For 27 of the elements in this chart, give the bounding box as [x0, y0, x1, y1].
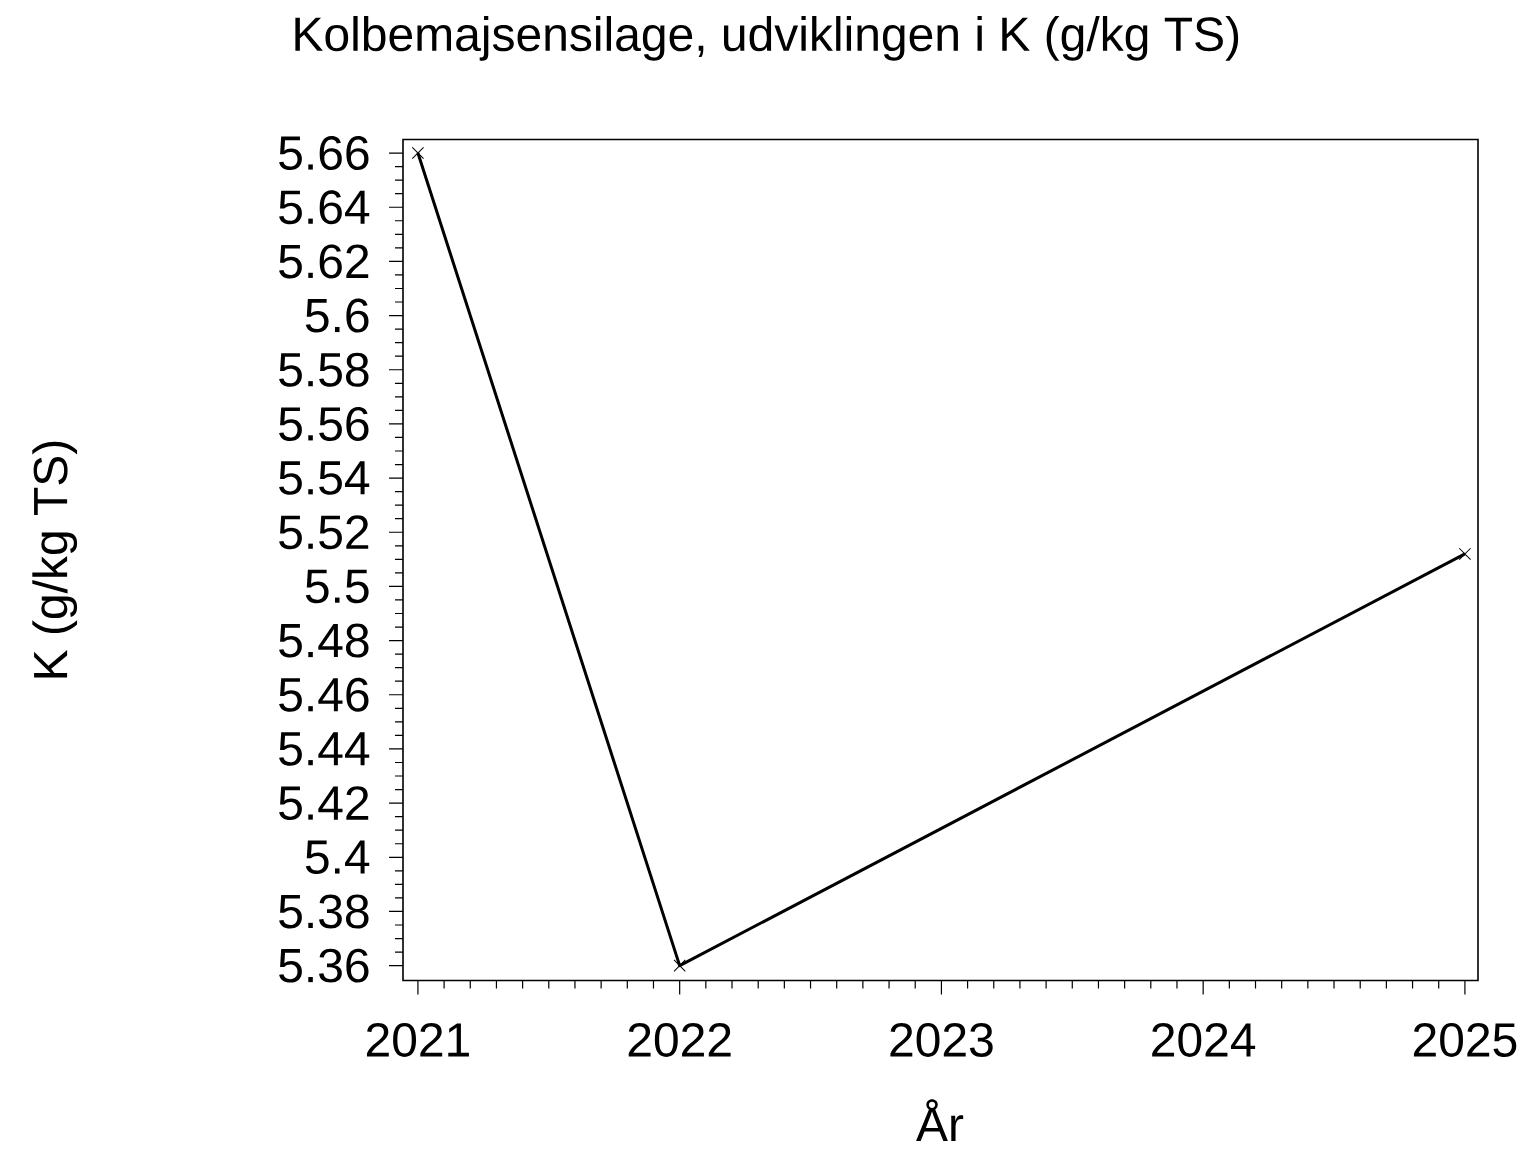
y-tick-label: 5.44: [279, 732, 370, 766]
x-tick-label: 2022: [628, 1023, 731, 1058]
y-tick-label: 5.56: [279, 407, 369, 442]
y-tick-label: 5.38: [279, 894, 369, 929]
y-tick-label: 5.5: [305, 569, 369, 604]
y-tick-label: 5.52: [279, 515, 369, 550]
point: [1458, 548, 1472, 561]
y-tick-label: 5.58: [279, 353, 369, 387]
y-tick-label: 5.6: [305, 298, 369, 333]
y-tick-label: 5.48: [279, 623, 369, 658]
x-axis-title: År: [916, 1099, 964, 1142]
x-tick-label: 2023: [890, 1023, 993, 1058]
point: [673, 959, 686, 973]
y-tick-label: 5.64: [279, 190, 370, 225]
point: [411, 147, 425, 160]
chart-title: Kolbemajsensilage, udviklingen i K (g/kg TS): [295, 16, 1239, 61]
y-tick-label: 5.46: [279, 678, 369, 712]
y-tick-label: 5.4: [305, 840, 370, 875]
y-tick-label: 5.36: [279, 948, 369, 983]
y-tick-label: 5.54: [279, 461, 370, 496]
x-tick-label: 2021: [366, 1023, 469, 1058]
y-axis-title: K (g/kg TS): [32, 441, 78, 678]
x-tick-label: 2025: [1413, 1023, 1517, 1058]
y-tick-label: 5.42: [279, 786, 369, 821]
y-tick-label: 5.66: [279, 136, 369, 171]
x-tick-label: 2024: [1152, 1023, 1256, 1058]
y-tick-label: 5.62: [279, 244, 369, 279]
